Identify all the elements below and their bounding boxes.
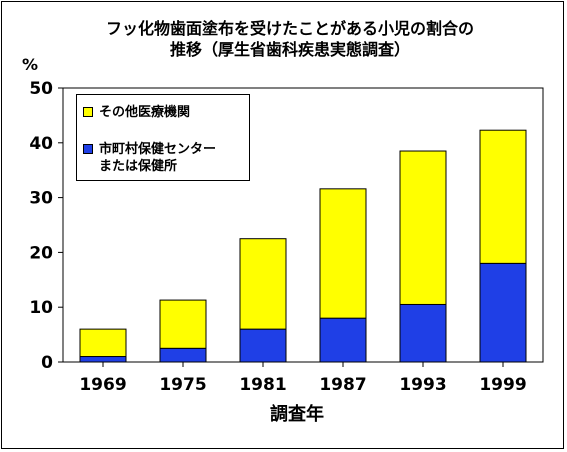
plot-area bbox=[62, 87, 544, 363]
y-tick-label: 20 bbox=[29, 243, 53, 263]
legend-label-health-center: 市町村保健センター または保健所 bbox=[99, 142, 217, 174]
x-tick-label: 1993 bbox=[399, 375, 446, 395]
legend: その他医療機関 市町村保健センター または保健所 bbox=[76, 94, 250, 181]
y-axis-label: % bbox=[22, 55, 38, 74]
x-tick-label: 1981 bbox=[239, 375, 286, 395]
bar-1969-series-1 bbox=[79, 328, 127, 358]
x-tick-label: 1975 bbox=[159, 375, 206, 395]
bars bbox=[79, 129, 527, 363]
chart-title-line-1: フッ化物歯面塗布を受けたことがある小児の割合の bbox=[105, 19, 474, 38]
x-tick-label: 1999 bbox=[479, 375, 526, 395]
y-tick-label: 40 bbox=[29, 134, 53, 154]
chart-title: フッ化物歯面塗布を受けたことがある小児の割合の 推移（厚生省歯科疾患実態調査） bbox=[60, 18, 520, 60]
bar-1993-series-0 bbox=[399, 303, 447, 363]
x-axis-label: 調査年 bbox=[270, 403, 324, 425]
axes bbox=[58, 87, 544, 367]
bar-1981-series-1 bbox=[239, 238, 287, 330]
bar-1975-series-1 bbox=[159, 299, 207, 349]
bar-1987-series-0 bbox=[319, 317, 367, 363]
labels: 0 10 20 30 40 50% 1969 1975 1981 1987 1993 1999 調査年 bbox=[22, 55, 527, 425]
bar-1999-series-1 bbox=[479, 129, 527, 264]
y-tick-label: 30 bbox=[29, 189, 53, 209]
legend-label-other-medical: その他医療機関 bbox=[99, 105, 191, 120]
chart-title-line-2: 推移（厚生省歯科疾患実態調査） bbox=[169, 40, 410, 59]
x-tick-label: 1987 bbox=[319, 375, 366, 395]
legend-swatch-yellow bbox=[83, 107, 93, 117]
x-tick-label: 1969 bbox=[79, 375, 126, 395]
bar-1975-series-0 bbox=[159, 347, 207, 363]
bar-1987-series-1 bbox=[319, 188, 367, 319]
y-tick-label: 50 bbox=[29, 79, 53, 99]
bar-1981-series-0 bbox=[239, 328, 287, 363]
y-tick-label: 0 bbox=[41, 353, 53, 373]
bar-1993-series-1 bbox=[399, 150, 447, 305]
legend-swatch-blue bbox=[83, 144, 93, 154]
y-tick-label: 10 bbox=[29, 298, 53, 318]
bar-1969-series-0 bbox=[79, 356, 127, 363]
bar-1999-series-0 bbox=[479, 262, 527, 363]
